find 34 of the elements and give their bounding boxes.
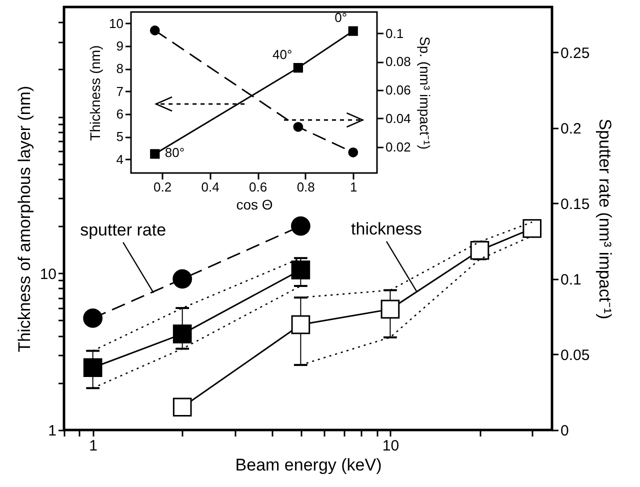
y-tick-label: 10 [109, 16, 124, 31]
y2-tick-label: 0.06 [386, 82, 411, 98]
y2-tick-label: 0.25 [560, 44, 590, 62]
y-tick-label: 6 [116, 106, 124, 122]
y-tick-label: 5 [116, 129, 124, 144]
x-tick-label: 0.2 [154, 180, 172, 194]
y2-tick-label: 0.1 [560, 271, 582, 288]
y2-axis-title: Sp. (nm³ impact⁻¹) [416, 36, 433, 150]
annotation: 80° [164, 144, 185, 160]
y-axis-title: Thickness of amorphous layer (nm) [14, 86, 34, 352]
annotation: 0° [334, 10, 348, 26]
y-tick-label: 7 [116, 84, 124, 99]
y2-tick-label: 0.08 [386, 54, 411, 70]
y2-tick-label: 0.05 [560, 346, 590, 364]
y2-tick-label: 0.1 [386, 26, 404, 41]
x-axis-title: Beam energy (keV) [235, 456, 382, 474]
y2-tick-label: 0.02 [386, 139, 411, 154]
y-axis-title: Thickness (nm) [87, 45, 104, 141]
x-tick-label: 0.4 [201, 180, 220, 194]
y2-tick-label: 0 [560, 422, 569, 440]
y-tick-label: 4 [116, 152, 124, 167]
y2-axis-title: Sputter rate (nm³ impact⁻¹) [596, 118, 615, 320]
y2-tick-label: 0.2 [560, 120, 582, 138]
annotation: sputter rate [80, 220, 166, 240]
x-tick-label: 0.8 [296, 180, 315, 194]
y2-tick-label: 0.15 [560, 196, 590, 213]
y-tick-label: 8 [116, 61, 124, 76]
x-tick-label: 0.6 [249, 180, 268, 194]
y-tick-label: 9 [116, 38, 124, 54]
annotation: 40° [272, 46, 292, 62]
x-tick-label: 1 [350, 180, 358, 194]
y2-tick-label: 0.04 [386, 110, 411, 126]
annotation: thickness [351, 219, 422, 238]
x-axis-title: cos Θ [236, 196, 273, 212]
